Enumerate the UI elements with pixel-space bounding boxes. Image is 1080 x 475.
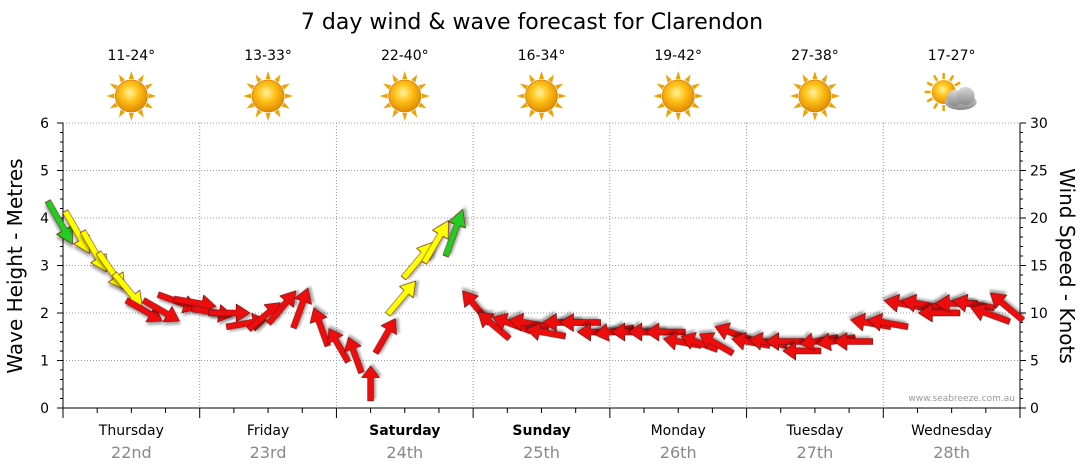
daily-temperatures: 11-24° 13-33° 22-40° 16-34° 19-42° 27-38° 17-2… — [108, 48, 976, 64]
y-tick-label: 3 — [40, 259, 49, 275]
wind-arrow — [833, 332, 873, 351]
wind-arrow — [421, 220, 449, 265]
temperature-range: 13-33° — [244, 48, 292, 64]
day-date-label: 23rd — [250, 443, 287, 462]
sun-icon — [516, 71, 567, 121]
wind-arrow — [867, 312, 909, 332]
sun-icon — [379, 71, 430, 121]
day-date-label: 26th — [660, 443, 697, 462]
y2-tick-label: 25 — [1030, 164, 1048, 180]
left-y-ticks: 0 1 2 3 4 5 6 — [40, 116, 63, 417]
wind-arrow — [290, 287, 312, 330]
y2-tick-label: 0 — [1030, 401, 1039, 417]
wind-arrow — [44, 199, 73, 245]
day-name-label: Wednesday — [911, 423, 992, 439]
day-date-label: 27th — [797, 443, 834, 462]
wind-arrow — [361, 365, 380, 402]
day-date-label: 28th — [933, 443, 970, 462]
y-axis-label: Wave Height - Metres — [3, 158, 27, 373]
temperature-range: 22-40° — [381, 48, 429, 64]
wind-arrow — [970, 303, 1011, 325]
watermark: www.seabreeze.com.au — [908, 394, 1015, 404]
day-name-label: Sunday — [512, 423, 570, 439]
wind-arrow — [265, 290, 297, 326]
y-tick-label: 2 — [40, 306, 49, 322]
y-tick-label: 0 — [40, 401, 49, 417]
wind-arrows — [44, 199, 1026, 402]
day-date-label: 25th — [523, 443, 560, 462]
day-date-label: 22nd — [111, 443, 152, 462]
wind-arrow — [477, 312, 512, 342]
sun-icon — [653, 71, 704, 121]
wind-arrow — [327, 328, 352, 364]
wind-arrow — [559, 313, 601, 332]
day-name-label: Saturday — [369, 423, 440, 439]
wind-arrow — [246, 302, 281, 332]
y2-axis-label: Wind Speed - Knots — [1055, 168, 1079, 364]
day-name-label: Monday — [651, 423, 706, 439]
wind-arrow — [111, 271, 143, 308]
wind-arrow — [782, 341, 822, 361]
day-labels: Thursday 22nd Friday 23rd Saturday 24th Sunday… — [98, 423, 992, 462]
y-tick-label: 4 — [40, 211, 49, 227]
day-name-label: Tuesday — [785, 423, 843, 439]
temperature-range: 17-27° — [928, 48, 976, 64]
wind-arrow — [492, 312, 533, 335]
sun-icon — [243, 71, 294, 121]
y-tick-label: 5 — [40, 164, 49, 180]
temperature-range: 11-24° — [108, 48, 156, 64]
wind-arrow — [989, 292, 1026, 323]
sun-icon — [106, 71, 157, 121]
wind-arrow — [645, 322, 686, 342]
wind-arrow — [442, 208, 466, 258]
gridlines — [62, 122, 1021, 418]
y2-tick-label: 20 — [1030, 211, 1048, 227]
wind-arrow — [309, 307, 331, 348]
wind-arrow — [372, 318, 397, 355]
y-tick-label: 1 — [40, 354, 49, 370]
wind-arrow — [918, 303, 961, 323]
weather-icons — [106, 71, 977, 121]
day-name-label: Thursday — [98, 423, 164, 439]
y-tick-label: 6 — [40, 116, 49, 132]
day-name-label: Friday — [247, 423, 289, 439]
y2-tick-label: 5 — [1030, 354, 1039, 370]
wind-arrow — [765, 332, 805, 351]
sun-cloud-icon — [924, 73, 977, 111]
day-date-label: 24th — [386, 443, 423, 462]
sun-icon — [789, 71, 840, 121]
y2-tick-label: 15 — [1030, 259, 1048, 275]
wind-arrow — [385, 280, 416, 317]
wind-arrow — [526, 322, 567, 341]
temperature-range: 19-42° — [654, 48, 702, 64]
temperature-range: 27-38° — [791, 48, 839, 64]
y2-tick-label: 10 — [1030, 306, 1048, 322]
wind-arrow — [208, 303, 251, 323]
wind-arrow — [124, 297, 163, 323]
temperature-range: 16-34° — [518, 48, 566, 64]
wind-arrow — [344, 336, 365, 375]
y2-tick-label: 30 — [1030, 116, 1048, 132]
right-y-ticks: 0 5 10 15 20 25 30 — [1020, 116, 1048, 417]
wind-arrow — [141, 297, 180, 323]
chart-title: 7 day wind & wave forecast for Clarendon — [301, 10, 763, 35]
wind-arrow — [699, 332, 735, 357]
